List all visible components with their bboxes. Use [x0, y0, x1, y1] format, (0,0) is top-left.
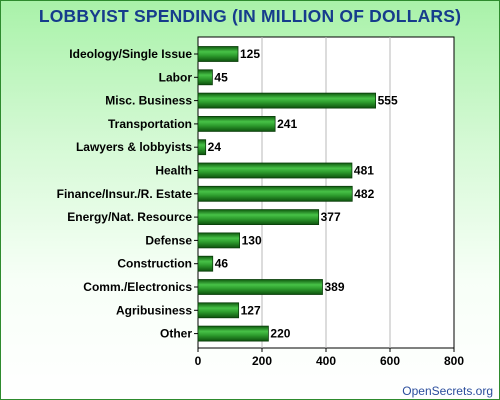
bar [197, 162, 353, 179]
category-label: Ideology/Single Issue [69, 47, 192, 61]
value-label: 45 [214, 70, 228, 84]
x-tick-label: 200 [252, 354, 272, 368]
bar [197, 69, 213, 86]
x-tick-label: 0 [195, 354, 202, 368]
value-label: 46 [215, 257, 229, 271]
bar [197, 302, 240, 319]
category-label: Comm./Electronics [83, 280, 192, 294]
chart-title: LOBBYIST SPENDING (IN MILLION OF DOLLARS… [38, 6, 462, 26]
value-label: 377 [321, 210, 341, 224]
bar [197, 46, 239, 62]
bar [197, 92, 377, 109]
category-label: Transportation [108, 117, 192, 131]
category-label: Agribusiness [116, 303, 192, 317]
category-label: Misc. Business [105, 94, 192, 108]
bar [197, 279, 323, 295]
category-label: Other [160, 327, 192, 341]
value-label: 127 [241, 303, 261, 317]
category-label: Defense [145, 233, 192, 247]
value-label: 482 [354, 187, 374, 201]
category-label: Labor [159, 70, 193, 84]
bar [197, 185, 353, 202]
value-label: 125 [240, 47, 260, 61]
bar [197, 255, 214, 272]
category-label: Construction [117, 257, 192, 271]
value-label: 389 [324, 280, 344, 294]
x-tick-label: 600 [380, 354, 400, 368]
value-label: 24 [208, 140, 222, 154]
bar [197, 139, 207, 156]
value-label: 481 [354, 164, 374, 178]
value-label: 130 [242, 233, 262, 247]
bar [197, 116, 276, 132]
category-label: Lawyers & lobbyists [76, 140, 192, 154]
value-label: 555 [378, 94, 398, 108]
value-label: 241 [277, 117, 297, 131]
bar [197, 209, 320, 226]
x-tick-label: 800 [444, 354, 464, 368]
category-label: Energy/Nat. Resource [67, 210, 192, 224]
x-tick-label: 400 [316, 354, 336, 368]
bar [197, 232, 240, 249]
value-label: 220 [270, 327, 290, 341]
category-label: Health [155, 164, 192, 178]
source-credit: OpenSecrets.org [402, 384, 493, 398]
category-label: Finance/Insur./R. Estate [57, 187, 193, 201]
bar [197, 325, 269, 342]
